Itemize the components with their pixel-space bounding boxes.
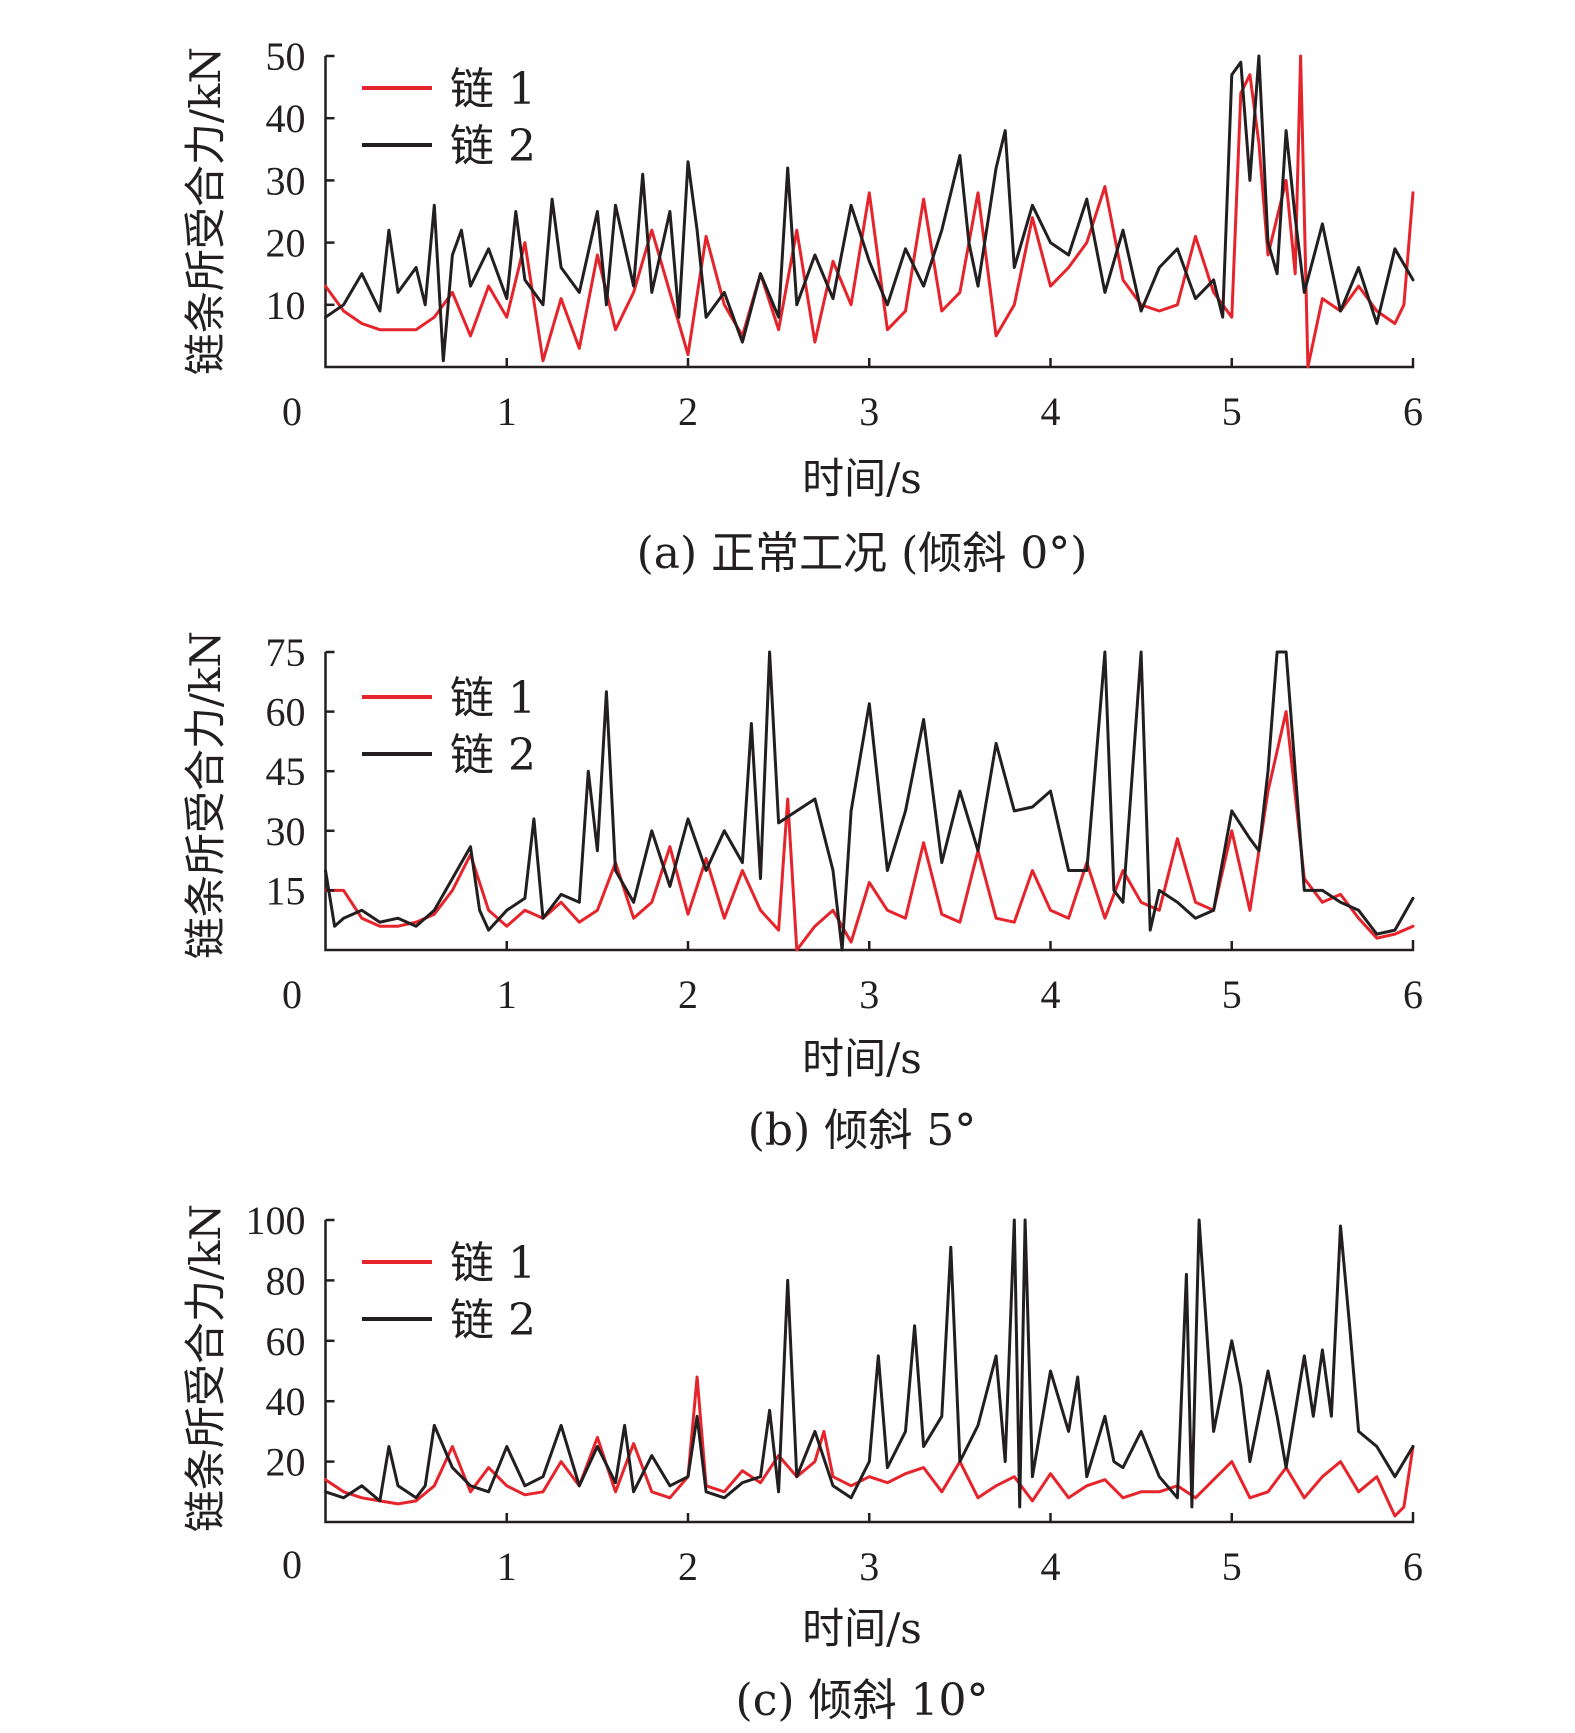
y-tick-label: 100 xyxy=(246,1198,306,1243)
legend-label-chain2: 链 2 xyxy=(450,121,536,172)
y-tick-label: 10 xyxy=(266,283,306,328)
x-tick-label: 5 xyxy=(1222,972,1242,1017)
x-tick-label: 4 xyxy=(1041,389,1061,434)
legend-label-chain1: 链 1 xyxy=(450,64,536,115)
x-origin-label: 0 xyxy=(282,1542,302,1587)
x-tick-label: 4 xyxy=(1041,972,1061,1017)
legend-label-chain2: 链 2 xyxy=(450,1295,536,1346)
y-tick-label: 20 xyxy=(266,1440,306,1485)
y-axis-title: 链条所受合力/kN xyxy=(181,47,230,375)
chart-caption: (b) 倾斜 5° xyxy=(748,1105,976,1156)
x-tick-label: 6 xyxy=(1403,972,1423,1017)
x-tick-label: 6 xyxy=(1403,1544,1423,1589)
y-tick-label: 40 xyxy=(266,96,306,141)
x-axis-title: 时间/s xyxy=(802,454,922,503)
x-tick-label: 3 xyxy=(859,389,879,434)
chart-caption: (a) 正常工况 (倾斜 0°) xyxy=(637,528,1088,579)
y-tick-label: 20 xyxy=(266,221,306,266)
y-tick-label: 30 xyxy=(266,158,306,203)
y-tick-label: 30 xyxy=(266,809,306,854)
y-axis-title: 链条所受合力/kN xyxy=(181,1204,230,1532)
x-axis-title: 时间/s xyxy=(802,1604,922,1653)
legend-label-chain1: 链 1 xyxy=(450,1238,536,1289)
x-tick-label: 5 xyxy=(1222,389,1242,434)
x-tick-label: 1 xyxy=(497,389,517,434)
x-tick-label: 2 xyxy=(678,972,698,1017)
x-tick-label: 2 xyxy=(678,389,698,434)
y-tick-label: 40 xyxy=(266,1379,306,1424)
y-tick-label: 60 xyxy=(266,690,306,735)
x-origin-label: 0 xyxy=(282,972,302,1017)
y-tick-label: 80 xyxy=(266,1258,306,1303)
x-tick-label: 3 xyxy=(859,1544,879,1589)
panel-a: 0 时间/s 链条所受合力/kN (a) 正常工况 (倾斜 0°) 链 1 链 … xyxy=(181,34,1423,579)
chart-caption: (c) 倾斜 10° xyxy=(736,1675,989,1726)
x-axis-title: 时间/s xyxy=(802,1034,922,1083)
x-tick-label: 6 xyxy=(1403,389,1423,434)
y-tick-label: 75 xyxy=(266,630,306,675)
series-line-chain2 xyxy=(324,1218,1415,1509)
y-tick-label: 15 xyxy=(266,868,306,913)
y-axis-title: 链条所受合力/kN xyxy=(181,631,230,959)
x-tick-label: 1 xyxy=(497,1544,517,1589)
y-tick-label: 60 xyxy=(266,1319,306,1364)
x-tick-label: 3 xyxy=(859,972,879,1017)
legend-label-chain2: 链 2 xyxy=(450,730,536,781)
series-line-chain2 xyxy=(324,54,1415,363)
x-origin-label: 0 xyxy=(282,389,302,434)
panel-c: 0 时间/s 链条所受合力/kN (c) 倾斜 10° 链 1 链 2 1 2 3 4… xyxy=(181,1198,1423,1726)
legend-label-chain1: 链 1 xyxy=(450,673,536,724)
x-tick-label: 4 xyxy=(1041,1544,1061,1589)
x-tick-label: 2 xyxy=(678,1544,698,1589)
x-tick-label: 5 xyxy=(1222,1544,1242,1589)
y-tick-label: 50 xyxy=(266,34,306,79)
x-tick-label: 1 xyxy=(497,972,517,1017)
series-line-chain1 xyxy=(324,710,1415,952)
y-tick-label: 45 xyxy=(266,749,306,794)
series-line-chain2 xyxy=(324,650,1415,952)
